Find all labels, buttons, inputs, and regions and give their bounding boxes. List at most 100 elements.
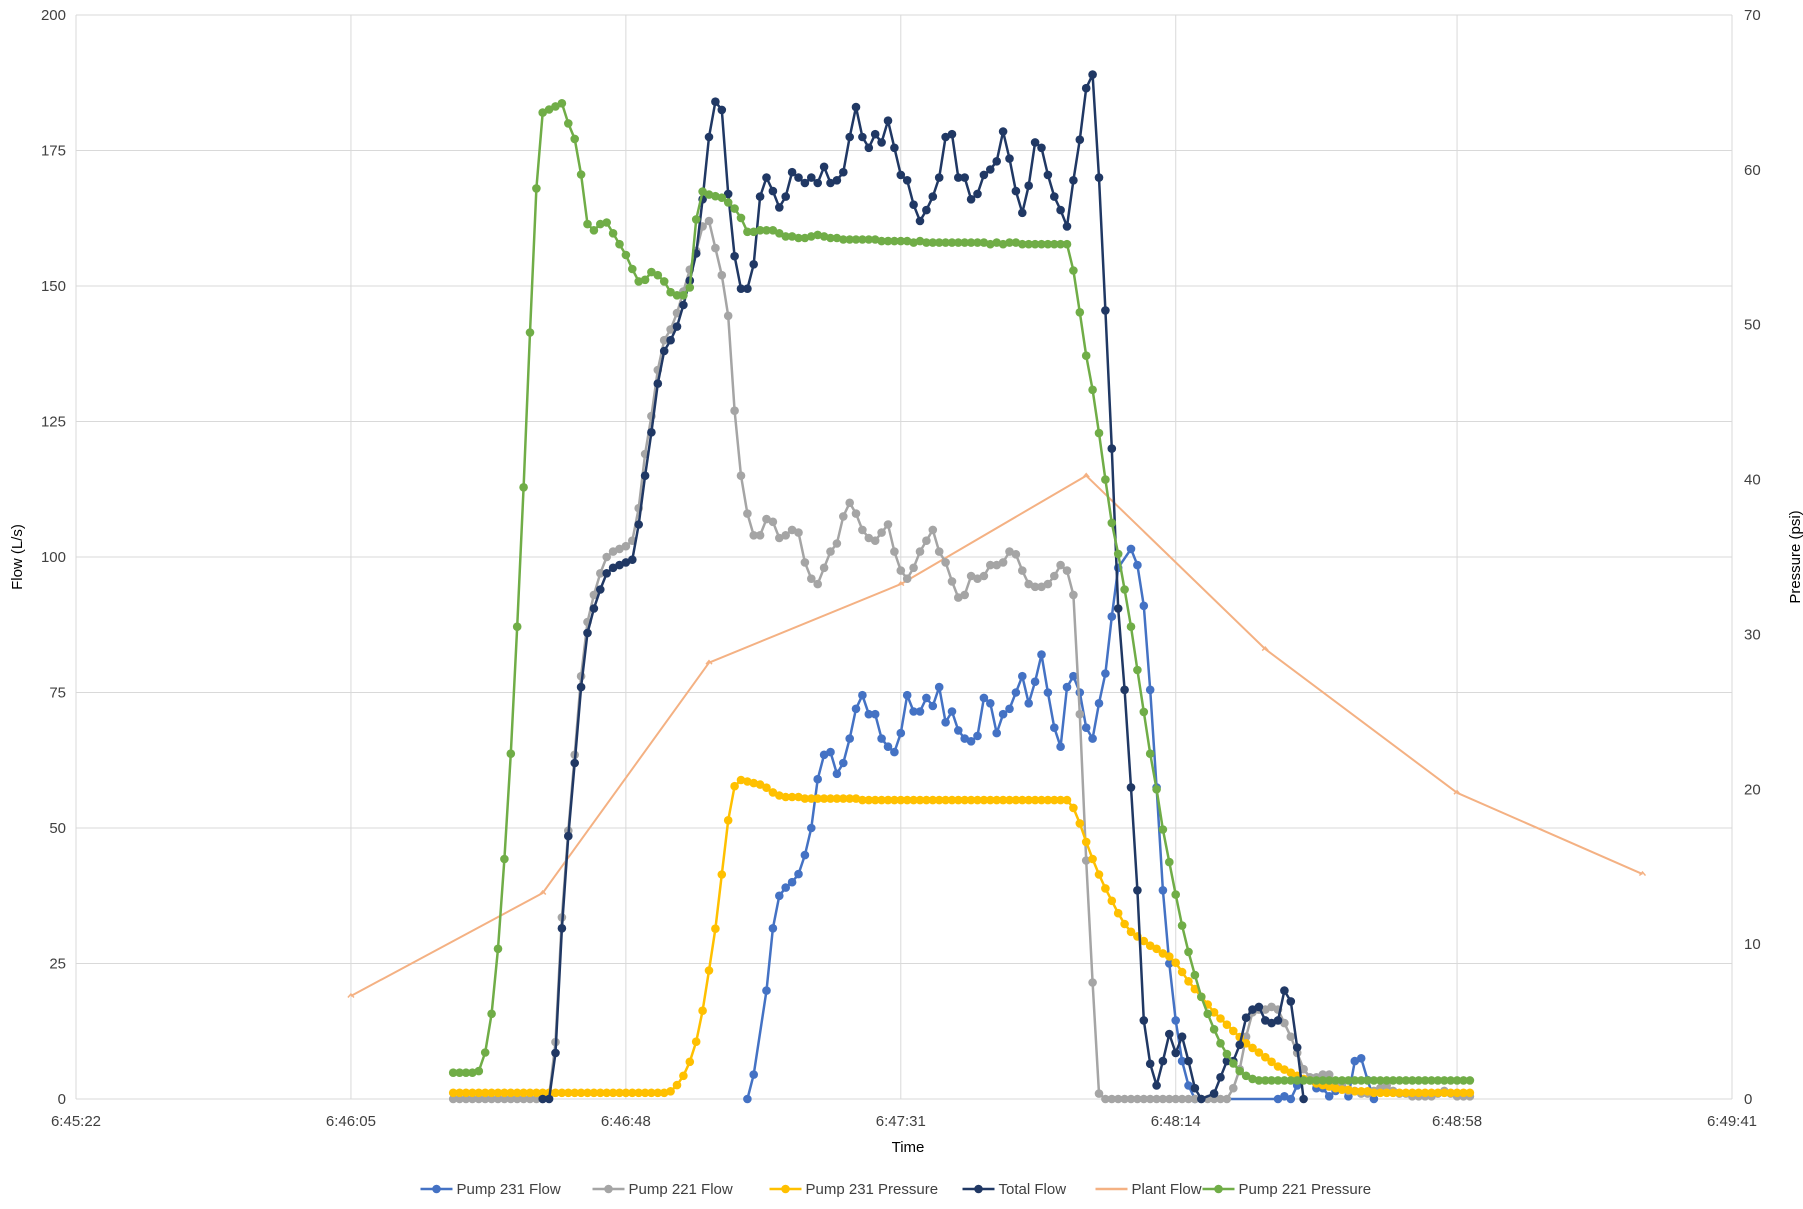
data-point: [1139, 936, 1149, 946]
x-tick-label: 6:49:41: [1707, 1113, 1757, 1130]
data-point: [966, 238, 976, 247]
series-pump-231-pressure: [448, 775, 1475, 1098]
data-point: [1069, 176, 1078, 185]
data-point: [839, 235, 848, 244]
data-point: [922, 693, 931, 703]
data-point: [890, 143, 899, 153]
data-point: [1037, 143, 1046, 153]
data-point: [877, 138, 886, 147]
data-point: [1331, 1076, 1340, 1085]
data-point: [596, 569, 605, 578]
data-point: [1081, 351, 1091, 361]
data-point: [890, 547, 899, 556]
data-point: [934, 547, 944, 556]
data-point: [525, 328, 535, 337]
data-point: [576, 1088, 586, 1098]
data-point: [1107, 1094, 1117, 1104]
data-point: [1165, 1029, 1174, 1039]
data-point: [1018, 566, 1027, 575]
data-point: [551, 1088, 560, 1098]
data-point: [1088, 978, 1097, 987]
data-point: [602, 218, 611, 227]
data-point: [807, 794, 816, 803]
data-point: [455, 1094, 464, 1104]
data-point: [1120, 919, 1129, 929]
data-point: [794, 173, 803, 182]
data-point: [1453, 789, 1461, 795]
legend-item-pump-231-pressure: Pump 231 Pressure: [769, 1181, 938, 1198]
data-point: [589, 590, 599, 600]
data-point: [711, 243, 720, 253]
data-point: [448, 1068, 458, 1077]
data-point: [538, 1088, 547, 1098]
data-point: [1043, 688, 1053, 697]
data-point: [1190, 1094, 1200, 1104]
data-point: [723, 816, 733, 825]
data-point: [998, 795, 1008, 805]
x-tick-label: 6:45:22: [51, 1113, 101, 1130]
data-point: [762, 783, 771, 792]
data-point: [1209, 1089, 1219, 1098]
data-point: [864, 795, 874, 805]
data-point: [1280, 1076, 1289, 1085]
data-point: [723, 198, 733, 207]
data-point: [704, 216, 714, 226]
y-left-tick-label: 125: [41, 414, 66, 431]
data-point: [966, 795, 976, 805]
data-point: [755, 780, 765, 789]
data-point: [1171, 958, 1180, 967]
data-point: [1075, 135, 1085, 144]
gridlines: [75, 14, 1733, 1100]
data-point: [1152, 1081, 1161, 1090]
series-pump-231-flow: [743, 544, 1379, 1104]
data-point: [973, 731, 982, 741]
data-point: [717, 870, 727, 879]
data-point: [870, 709, 880, 719]
data-point: [730, 406, 739, 416]
data-point: [506, 749, 516, 758]
data-point: [1382, 1076, 1391, 1085]
data-point: [1203, 1009, 1212, 1019]
data-point: [775, 203, 784, 212]
data-point: [691, 215, 701, 224]
data-point: [954, 238, 963, 247]
data-point: [551, 1048, 560, 1058]
data-point: [1024, 795, 1033, 805]
data-point: [781, 192, 790, 201]
data-point: [1446, 1088, 1455, 1098]
legend-swatch-marker: [974, 1184, 983, 1194]
data-point: [1069, 590, 1078, 600]
data-point: [474, 1066, 484, 1076]
data-point: [819, 162, 829, 172]
data-point: [1094, 870, 1104, 879]
data-point: [845, 794, 854, 803]
x-tick-label: 6:46:48: [601, 1113, 651, 1130]
data-point: [1062, 222, 1072, 231]
data-point: [947, 129, 957, 139]
data-point: [596, 585, 605, 594]
data-point: [1337, 1076, 1347, 1085]
data-point: [698, 187, 707, 196]
data-point: [870, 536, 880, 545]
legend-item-total-flow: Total Flow: [962, 1181, 1066, 1198]
data-point: [583, 219, 592, 229]
data-point: [1165, 952, 1174, 961]
data-point: [1158, 1056, 1168, 1066]
legend-label: Pump 221 Flow: [629, 1181, 733, 1198]
data-point: [1273, 1062, 1283, 1071]
data-point: [877, 795, 886, 805]
data-point: [768, 226, 778, 235]
data-point: [1267, 1076, 1276, 1085]
data-point: [1452, 1088, 1462, 1098]
data-point: [864, 143, 874, 153]
data-point: [1165, 1094, 1174, 1104]
data-point: [851, 704, 861, 714]
data-point: [1094, 428, 1104, 438]
data-point: [1075, 819, 1085, 828]
data-point: [506, 1088, 516, 1098]
data-point: [1113, 1094, 1123, 1104]
data-point: [992, 795, 1001, 805]
data-point: [762, 226, 771, 235]
data-point: [1286, 1032, 1296, 1041]
